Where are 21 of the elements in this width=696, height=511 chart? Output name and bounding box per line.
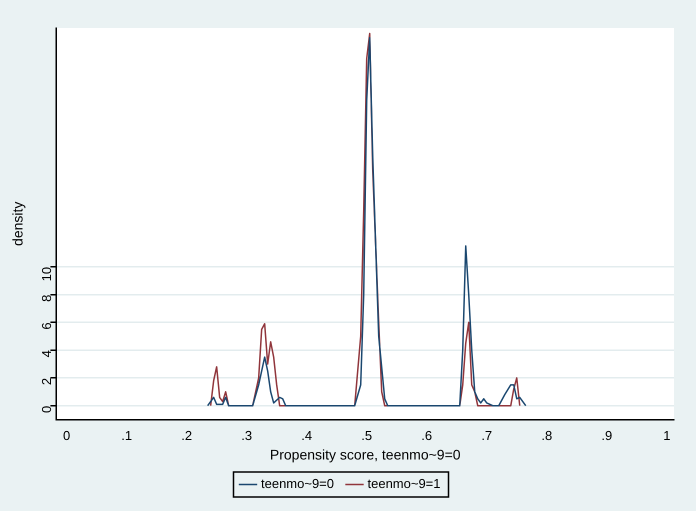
y-tick-label: 0	[38, 406, 54, 413]
y-tick-label: 6	[38, 322, 54, 330]
y-tick-label: 10	[38, 266, 54, 282]
y-tick-label: 4	[38, 350, 54, 358]
x-tick-label: .4	[301, 428, 312, 443]
x-tick-label: .6	[421, 428, 432, 443]
y-tick-label: 2	[38, 378, 54, 386]
x-tick-label: 1	[663, 428, 670, 443]
x-axis-title: Propensity score, teenmo~9=0	[270, 446, 461, 462]
y-axis-title: density	[9, 202, 26, 246]
x-tick-label: .8	[541, 428, 552, 443]
y-tick-label: 8	[38, 294, 54, 302]
legend-label: teenmo~9=0	[260, 476, 334, 492]
x-tick-label: 0	[62, 428, 70, 443]
x-tick-label: .1	[121, 428, 132, 443]
x-tick-label: .5	[361, 428, 372, 443]
legend-label: teenmo~9=1	[368, 476, 441, 492]
x-tick-label: .3	[241, 428, 252, 443]
x-tick-label: .9	[601, 428, 612, 443]
x-tick-label: .2	[181, 428, 192, 443]
x-tick-label: .7	[481, 428, 492, 443]
